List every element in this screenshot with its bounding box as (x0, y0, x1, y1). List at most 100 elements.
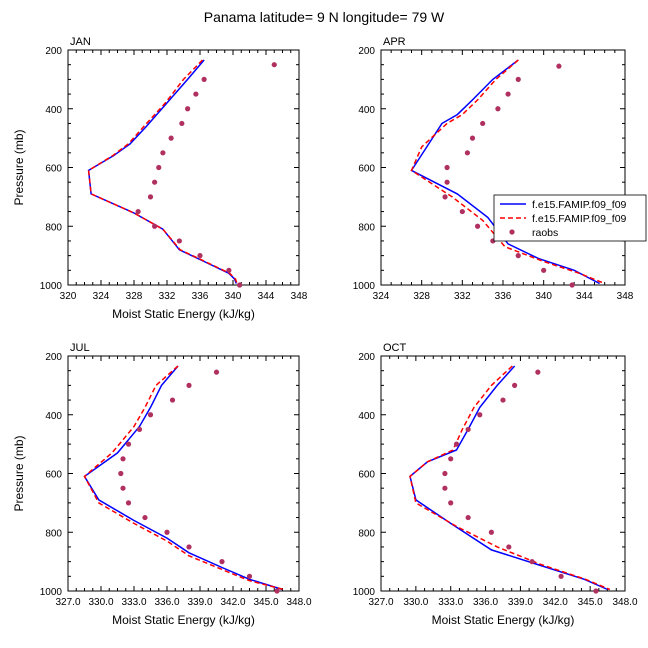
data-point-raobs (444, 164, 450, 171)
data-point-raobs (529, 559, 535, 565)
data-point-raobs (442, 194, 448, 200)
series-line-dashed (83, 365, 284, 591)
series-1 (83, 365, 283, 591)
data-point-raobs (152, 179, 158, 185)
data-point-raobs (271, 62, 277, 68)
x-tick-label: 339.0 (187, 597, 212, 608)
data-point-raobs (201, 76, 207, 82)
y-tick-label: 1000 (40, 587, 63, 598)
data-point-raobs (156, 164, 162, 171)
y-tick-label: 1000 (40, 281, 63, 292)
y-tick-label: 600 (45, 470, 62, 481)
y-axis-label: Pressure (mb) (12, 435, 26, 511)
series-1 (409, 365, 608, 591)
data-point-raobs (213, 369, 220, 375)
y-tick-label: 600 (358, 164, 375, 175)
y-tick-label: 400 (358, 105, 375, 116)
x-tick-label: 342.0 (220, 597, 245, 608)
data-point-raobs (237, 282, 243, 288)
data-point-raobs (506, 544, 512, 550)
data-point-raobs (464, 150, 471, 156)
panels: JAN 320 324 328 332 336 340 344 348 200 400 600 800 1… (12, 36, 638, 627)
data-point-raobs (448, 456, 454, 462)
x-tick-label: 330.0 (88, 597, 113, 608)
plot-frame (67, 49, 300, 286)
data-point-raobs (541, 267, 547, 273)
x-tick-label: 340 (225, 291, 242, 302)
series-1 (87, 59, 237, 284)
y-tick-label: 800 (45, 222, 62, 233)
data-point-raobs (500, 397, 506, 403)
series-3 (442, 63, 575, 288)
legend: f.e15.FAMIP.f09_f09 f.e15.FAMIP.f09_f09ra… (493, 194, 647, 242)
data-point-raobs (465, 426, 471, 433)
series-2 (83, 365, 284, 591)
x-axis-label: Moist Static Energy (kJ/kg) (112, 307, 255, 321)
y-tick-label: 200 (358, 46, 375, 57)
y-tick-label: 400 (45, 411, 62, 422)
data-point-raobs (125, 441, 132, 447)
series-line-dashed (410, 59, 605, 285)
x-tick-label: 327.0 (368, 597, 393, 608)
data-point-raobs (495, 106, 501, 112)
panel-title: JAN (70, 36, 91, 48)
y-tick-label: 1000 (353, 587, 376, 598)
panel-apr: APR 324 328 332 336 340 344 348 200 400 600 800 1000 (353, 36, 634, 302)
data-point-raobs (169, 397, 176, 403)
figure-title: Panama latitude= 9 N longitude= 79 W (204, 9, 445, 25)
panel-title: JUL (70, 342, 90, 354)
x-tick-label: 333.0 (121, 597, 146, 608)
data-point-raobs (118, 470, 124, 477)
x-axis-label: Moist Static Energy (kJ/kg) (112, 613, 255, 627)
legend-label: raobs (532, 227, 558, 239)
y-axis-label: Pressure (mb) (12, 129, 26, 205)
plot-frame (67, 355, 300, 592)
x-tick-label: 344 (258, 291, 275, 302)
data-point-raobs (176, 238, 182, 244)
data-point-raobs (459, 208, 465, 215)
x-tick-label: 342.0 (543, 597, 568, 608)
data-point-raobs (179, 120, 185, 127)
y-tick-label: 800 (45, 528, 62, 539)
data-point-raobs (442, 485, 448, 491)
x-tick-label: 332 (454, 291, 471, 302)
y-tick-label: 400 (358, 411, 375, 422)
x-tick-label: 336 (495, 291, 512, 302)
y-tick-label: 200 (45, 46, 62, 57)
data-point-raobs (535, 369, 541, 375)
legend-marker (509, 229, 515, 235)
x-tick-label: 345.0 (578, 597, 603, 608)
series-3 (442, 369, 599, 594)
x-tick-label: 332 (159, 291, 176, 302)
x-tick-label: 327.0 (55, 597, 80, 608)
series-line-solid (409, 365, 608, 591)
panel-title: OCT (383, 342, 407, 354)
panel-oct: OCT 327.0 330.0 333.0 336.0 339.0 342.0 345.0 34… (353, 342, 638, 627)
y-tick-label: 1000 (353, 281, 376, 292)
series-line-dashed (409, 365, 611, 591)
data-point-raobs (152, 223, 158, 229)
data-point-raobs (160, 150, 166, 156)
data-point-raobs (453, 441, 460, 447)
data-point-raobs (164, 529, 170, 535)
x-tick-label: 336.0 (154, 597, 179, 608)
series-line-solid (83, 365, 283, 591)
data-point-raobs (197, 253, 203, 259)
y-tick-label: 800 (358, 222, 375, 233)
data-point-raobs (147, 412, 154, 418)
data-point-raobs (469, 135, 476, 141)
x-tick-label: 328 (413, 291, 430, 302)
legend-label: f.e15.FAMIP.f09_f09 (532, 213, 627, 225)
series-2 (410, 59, 605, 285)
y-tick-label: 600 (45, 164, 62, 175)
data-point-raobs (593, 588, 599, 594)
data-point-raobs (142, 514, 148, 521)
data-point-raobs (558, 573, 564, 579)
data-point-raobs (515, 76, 521, 82)
data-point-raobs (477, 412, 483, 418)
plot-frame (380, 49, 626, 286)
data-point-raobs (480, 120, 486, 127)
x-tick-label: 336.0 (473, 597, 498, 608)
x-tick-label: 333.0 (438, 597, 463, 608)
